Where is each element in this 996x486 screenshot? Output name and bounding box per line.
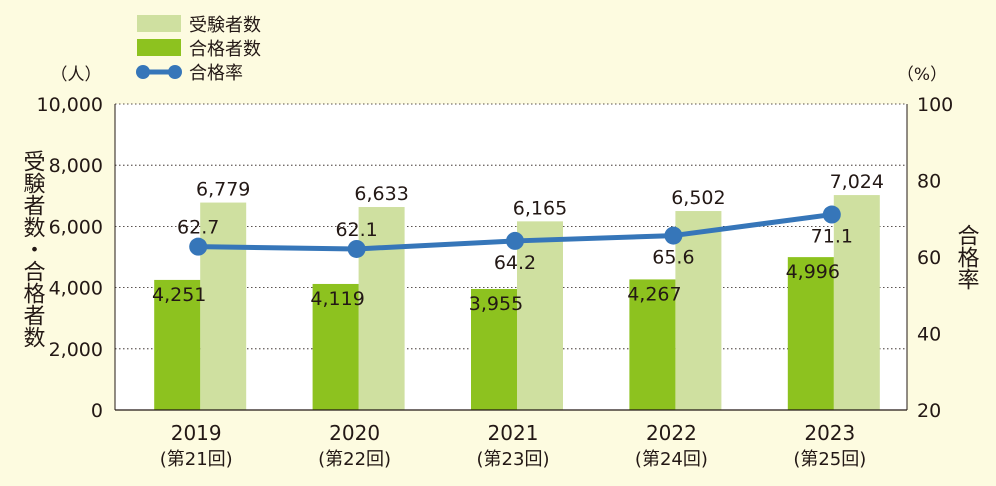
legend-swatch-rate-marker-left (136, 65, 150, 79)
gridlines (115, 103, 907, 350)
right-tick-label: 40 (917, 324, 941, 346)
legend-swatch-rate-marker-right (168, 65, 182, 79)
legend-label-passers: 合格者数 (189, 39, 261, 60)
rate-point (506, 231, 524, 250)
bar-examinees (200, 202, 247, 410)
right-tick-label: 60 (917, 247, 941, 269)
legend-label-rate: 合格率 (189, 63, 243, 84)
rate-point (664, 226, 683, 245)
x-tick-year: 2019 (171, 421, 222, 445)
bar-examinees (675, 211, 722, 410)
label-examinees: 6,633 (354, 183, 408, 205)
x-tick-round: (第22回) (318, 449, 391, 470)
rate-line (189, 205, 841, 258)
left-tick-label: 8,000 (49, 155, 103, 177)
x-tick-round: (第25回) (793, 449, 866, 470)
right-tick-label: 80 (917, 171, 941, 193)
x-tick-year: 2021 (488, 421, 539, 445)
legend-swatch-passers (137, 39, 181, 56)
x-tick-round: (第24回) (635, 449, 708, 470)
label-examinees: 7,024 (830, 171, 884, 193)
label-passers: 4,996 (786, 261, 840, 283)
legend-swatch-examinees (137, 15, 181, 32)
legend: 受験者数 合格者数 合格率 (136, 15, 261, 84)
legend-label-examinees: 受験者数 (189, 15, 261, 36)
bar-passers (629, 279, 676, 410)
left-axis-title: 受験者数・合格者数 (20, 150, 46, 348)
x-axis-ticks: 2019 (第21回) 2020 (第22回) 2021 (第23回) 2022 (第24回)… (160, 421, 867, 470)
right-axis-title: 合格率 (954, 224, 980, 290)
data-labels: 6,779 4,251 6,633 4,119 6,165 3,955 6,502 4,267… (152, 171, 884, 315)
label-rate: 62.1 (335, 219, 377, 241)
left-tick-label: 2,000 (49, 339, 103, 361)
label-rate: 64.2 (494, 252, 536, 274)
label-examinees: 6,165 (513, 197, 567, 219)
bar-passers (154, 279, 201, 410)
bar-passers (471, 288, 517, 410)
label-rate: 65.6 (652, 247, 694, 269)
rate-point (347, 239, 366, 258)
left-tick-label: 10,000 (37, 94, 103, 116)
bar-examinees (833, 195, 880, 410)
x-tick-year: 2022 (646, 421, 697, 445)
label-passers: 4,119 (310, 288, 364, 310)
x-tick-year: 2023 (804, 421, 855, 445)
label-rate: 62.7 (177, 217, 219, 239)
left-axis-ticks: 0 2,000 4,000 6,000 8,000 10,000 (37, 94, 103, 422)
x-tick-round: (第23回) (477, 449, 550, 470)
x-tick-year: 2020 (329, 421, 380, 445)
right-tick-label: 20 (917, 400, 941, 422)
bar-passers (312, 283, 359, 410)
label-passers: 4,267 (627, 283, 681, 305)
left-tick-label: 0 (91, 400, 103, 422)
left-tick-label: 4,000 (49, 278, 103, 300)
bar-passers (787, 257, 834, 410)
label-rate: 71.1 (811, 226, 853, 248)
right-unit-label: （%） (897, 65, 947, 85)
right-tick-label: 100 (917, 94, 953, 116)
left-tick-label: 6,000 (49, 216, 103, 238)
rate-point (189, 237, 208, 256)
label-examinees: 6,502 (671, 187, 725, 209)
x-tick-round: (第21回) (160, 449, 233, 470)
left-unit-label: （人） (51, 65, 102, 85)
right-axis-ticks: 20 40 60 80 100 (917, 94, 953, 422)
bar-examinees (517, 221, 563, 410)
label-examinees: 6,779 (196, 179, 250, 201)
label-passers: 4,251 (152, 284, 206, 306)
bars (154, 195, 880, 410)
bar-examinees (358, 207, 405, 410)
label-passers: 3,955 (469, 293, 523, 315)
rate-point (822, 205, 841, 224)
